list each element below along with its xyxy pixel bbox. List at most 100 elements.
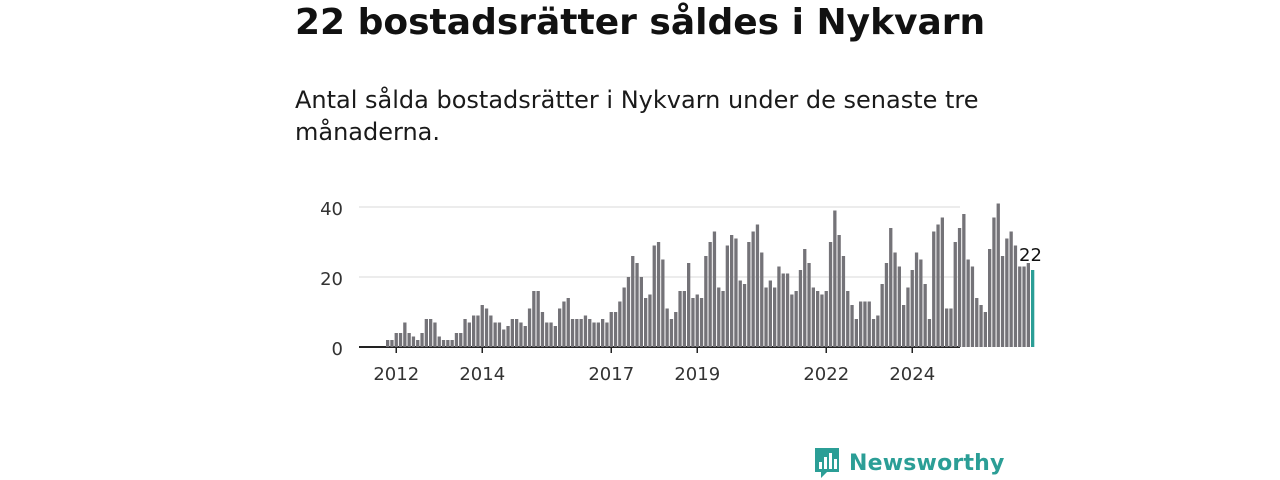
bar (390, 340, 394, 347)
bar (411, 336, 416, 347)
bar (721, 291, 725, 347)
bar (570, 319, 575, 347)
bar (1013, 245, 1018, 347)
bar (803, 249, 807, 347)
bar (880, 284, 884, 347)
bar (661, 259, 665, 347)
bar (1018, 266, 1022, 347)
bar (966, 259, 970, 347)
bar (730, 235, 734, 347)
bar (833, 210, 837, 347)
bar (596, 322, 600, 347)
bar (682, 291, 686, 347)
x-tick-label: 2019 (674, 364, 720, 385)
bar (631, 256, 635, 347)
bars (386, 203, 1035, 347)
bar (807, 263, 811, 347)
bar (450, 340, 454, 347)
bar (463, 319, 467, 347)
y-tick-label: 0 (332, 339, 343, 360)
bar (558, 308, 562, 347)
bar (394, 333, 398, 347)
bar (691, 298, 695, 347)
bar (837, 235, 841, 347)
bar (781, 273, 785, 347)
bar (975, 298, 979, 347)
bar (648, 294, 652, 347)
bar (626, 277, 631, 347)
bar (738, 280, 742, 347)
bar (639, 277, 643, 347)
bar (398, 333, 403, 347)
x-tick-label: 2012 (373, 364, 419, 385)
bar (484, 308, 489, 347)
bar (841, 256, 846, 347)
bar (927, 319, 932, 347)
bar (902, 305, 906, 347)
bar (846, 291, 850, 347)
bar (489, 315, 493, 347)
highlight-value-label: 22 (1019, 245, 1042, 266)
x-tick-label: 2014 (459, 364, 505, 385)
bar (420, 333, 424, 347)
bar (798, 270, 803, 347)
bar (983, 312, 987, 347)
bar (618, 301, 622, 347)
bar (962, 214, 966, 347)
bar (970, 266, 975, 347)
bar (613, 312, 618, 347)
bar (669, 319, 674, 347)
bar (923, 284, 927, 347)
newsworthy-logo[interactable]: Newsworthy (813, 446, 1005, 480)
bar (734, 238, 738, 347)
bar (996, 203, 1000, 347)
bar (407, 333, 411, 347)
bar (764, 287, 768, 347)
newsworthy-logo-icon (815, 448, 839, 478)
bar (953, 242, 957, 347)
bar (644, 298, 648, 347)
bar (820, 294, 824, 347)
bar (446, 340, 450, 347)
bar (988, 249, 992, 347)
bar (502, 329, 506, 347)
bar (622, 287, 626, 347)
x-axis-ticks: 2012 2014 2017 2019 2022 2024 (373, 347, 935, 385)
bar (914, 252, 919, 347)
bar (493, 322, 497, 347)
bar (416, 340, 420, 347)
bar (957, 228, 962, 347)
bar (433, 322, 437, 347)
y-tick-label: 20 (320, 269, 343, 290)
bar (790, 294, 794, 347)
bar (945, 308, 949, 347)
bar (545, 322, 549, 347)
bar (506, 326, 510, 347)
bar (906, 287, 910, 347)
bar (867, 301, 871, 347)
bar (717, 287, 721, 347)
bar (910, 270, 914, 347)
bar (592, 322, 596, 347)
bar (472, 315, 476, 347)
bar (992, 217, 996, 347)
y-axis-ticks: 0 20 40 (320, 199, 343, 360)
bar (760, 252, 764, 347)
bar (871, 319, 876, 347)
bar (437, 336, 441, 347)
bar (850, 305, 854, 347)
bar (794, 291, 798, 347)
bar (773, 287, 777, 347)
chart-title: 22 bostadsrätter såldes i Nykvarn (295, 2, 986, 43)
bar (575, 319, 579, 347)
bar (1022, 266, 1026, 347)
x-tick-label: 2024 (889, 364, 935, 385)
bar (768, 280, 772, 347)
bar (824, 291, 828, 347)
bar (704, 256, 708, 347)
bar (893, 252, 897, 347)
bar (527, 308, 532, 347)
bar (811, 287, 815, 347)
bar (579, 319, 583, 347)
chart-subtitle: Antal sålda bostadsrätter i Nykvarn unde… (295, 86, 979, 146)
